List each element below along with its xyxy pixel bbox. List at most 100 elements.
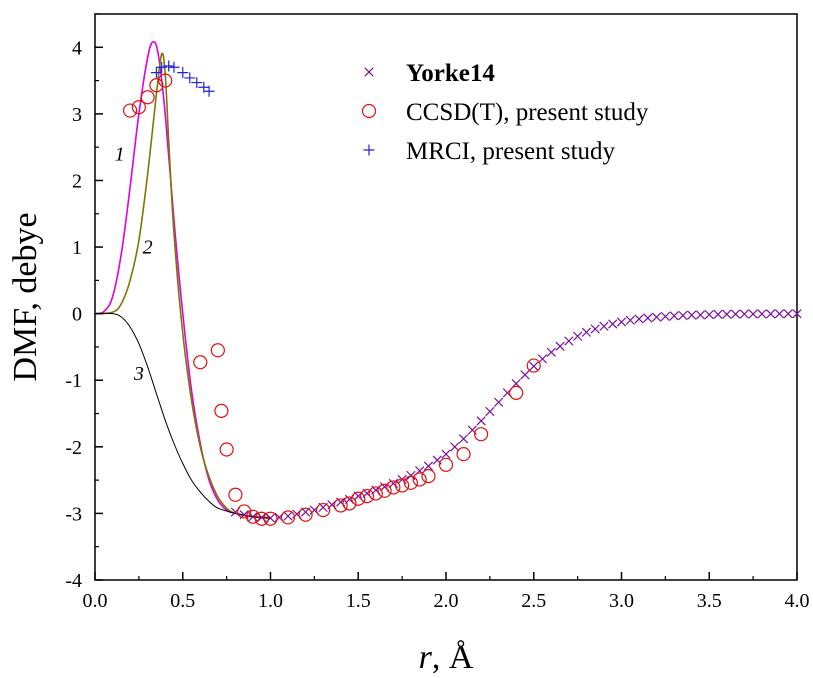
x-tick-label: 0.0 [83, 590, 108, 612]
x-tick-label: 2.5 [521, 590, 546, 612]
y-tick-label: -4 [65, 570, 82, 592]
curve-2 [94, 52, 271, 519]
point-yorke14 [730, 309, 741, 319]
x-axis-title: r, Å [419, 639, 474, 676]
point-ccsd-t-present-study [254, 511, 269, 526]
point-yorke14 [458, 434, 469, 444]
point-ccsd-t-present-study [149, 78, 164, 93]
point-ccsd-t-present-study [219, 442, 234, 457]
point-yorke14 [757, 309, 767, 319]
axes: 0.0 0.5 1.0 1.5 2.0 2.5 3.0 3.5 4.0 -4 -3 -2 -1 0 1 2 3 4 [65, 13, 810, 612]
point-yorke14 [529, 361, 539, 371]
point-yorke14 [625, 315, 635, 325]
point-ccsd-t-present-study [526, 358, 541, 373]
point-yorke14 [678, 310, 688, 321]
point-ccsd-t-present-study [316, 502, 331, 518]
point-mrci-present-study [203, 85, 215, 97]
point-mrci-present-study [150, 67, 162, 79]
point-ccsd-t-present-study [412, 472, 427, 487]
y-axis-title: DMF, debye [7, 212, 44, 381]
point-yorke14 [651, 312, 662, 322]
point-ccsd-t-present-study [359, 488, 375, 504]
point-ccsd-t-present-study [237, 504, 252, 519]
point-mrci-present-study [184, 72, 196, 84]
legend-marker-x [364, 67, 374, 77]
point-yorke14 [485, 406, 495, 417]
point-yorke14 [687, 310, 697, 320]
y-tick-label: 1 [72, 237, 82, 259]
legend-label: Yorke14 [406, 60, 495, 87]
point-yorke14 [704, 309, 714, 320]
point-yorke14 [546, 347, 556, 357]
point-ccsd-t-present-study [245, 509, 261, 524]
point-yorke14 [660, 311, 670, 322]
point-ccsd-t-present-study [280, 510, 296, 525]
point-yorke14 [739, 309, 749, 319]
point-yorke14 [450, 442, 460, 452]
markers [123, 60, 802, 526]
point-ccsd-t-present-study [210, 343, 225, 358]
point-yorke14 [616, 317, 627, 327]
x-tick-label: 4.0 [785, 590, 810, 612]
point-yorke14 [564, 336, 574, 346]
point-ccsd-t-present-study [368, 486, 383, 501]
point-mrci-present-study [191, 77, 203, 89]
point-ccsd-t-present-study [509, 385, 524, 400]
curve-label-3: 3 [133, 363, 144, 385]
point-ccsd-t-present-study [131, 100, 146, 115]
point-yorke14 [581, 327, 592, 337]
point-yorke14 [441, 449, 451, 459]
point-yorke14 [748, 309, 758, 319]
point-yorke14 [590, 324, 600, 334]
point-yorke14 [774, 309, 785, 319]
curve-labels: 1 2 3 [115, 143, 153, 385]
point-mrci-present-study [156, 61, 168, 73]
point-ccsd-t-present-study [386, 480, 401, 495]
point-ccsd-t-present-study [438, 457, 454, 472]
point-ccsd-t-present-study [456, 447, 471, 462]
y-tick-label: -3 [65, 503, 82, 525]
curve-label-2: 2 [143, 237, 153, 259]
x-axis-title-symbol: r [419, 639, 433, 676]
legend-marker-plus [363, 144, 375, 156]
point-ccsd-t-present-study [298, 507, 313, 522]
point-ccsd-t-present-study [474, 427, 489, 442]
point-yorke14 [766, 309, 776, 319]
x-tick-label: 1.0 [258, 590, 283, 612]
point-yorke14 [792, 309, 802, 319]
point-ccsd-t-present-study [395, 478, 410, 493]
point-yorke14 [283, 511, 293, 521]
point-ccsd-t-present-study [421, 469, 436, 484]
x-tick-label: 3.5 [697, 590, 722, 612]
x-tick-label: 1.5 [346, 590, 371, 612]
point-yorke14 [520, 370, 530, 380]
point-mrci-present-study [168, 61, 180, 73]
curves [94, 41, 271, 519]
point-yorke14 [599, 321, 609, 331]
y-tick-label: 4 [72, 37, 82, 59]
legend: Yorke14 CCSD(T), present study MRCI, prese… [361, 60, 649, 165]
x-tick-label: 2.0 [434, 590, 459, 612]
point-yorke14 [573, 331, 583, 341]
point-yorke14 [695, 310, 706, 320]
point-mrci-present-study [163, 60, 175, 72]
y-tick-label: 3 [72, 104, 82, 126]
curve-3 [94, 312, 271, 519]
point-yorke14 [476, 416, 486, 426]
x-tick-label: 3.0 [609, 590, 634, 612]
curve-label-1: 1 [115, 143, 125, 165]
point-ccsd-t-present-study [351, 491, 366, 506]
point-yorke14 [537, 354, 548, 364]
point-yorke14 [783, 309, 793, 319]
y-tick-label: 2 [72, 170, 82, 192]
legend-label: MRCI, present study [406, 138, 616, 165]
point-ccsd-t-present-study [403, 475, 418, 490]
point-yorke14 [423, 461, 434, 471]
point-ccsd-t-present-study [263, 511, 278, 526]
point-ccsd-t-present-study [228, 487, 243, 502]
point-yorke14 [713, 309, 723, 320]
x-axis-title-unit: , Å [432, 639, 474, 676]
point-yorke14 [555, 341, 565, 351]
legend-label: CCSD(T), present study [406, 99, 649, 126]
